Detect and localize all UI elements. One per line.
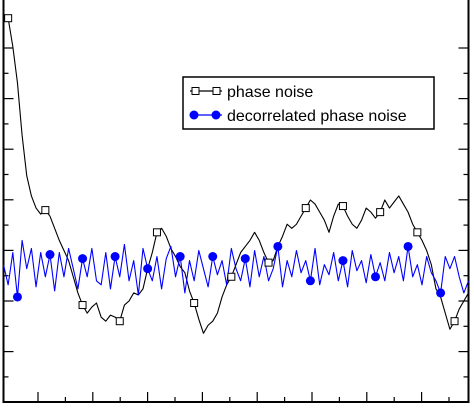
phase-noise-point (338, 202, 347, 211)
phase-noise-point (264, 258, 273, 267)
decorrelated-phase-noise-point (305, 276, 315, 286)
phase-noise-point (115, 317, 124, 326)
decorrelated-phase-noise-point (208, 252, 218, 262)
decorrelated-phase-noise-point (240, 254, 250, 264)
decorrelated-phase-noise-point (371, 272, 380, 282)
series-line-phase-noise (3, 13, 469, 334)
series-layer (2, 13, 470, 334)
decorrelated-phase-noise-point (110, 252, 120, 262)
legend-box (182, 76, 435, 130)
phase-noise-point (190, 299, 199, 308)
phase-noise-point (413, 228, 422, 237)
phase-noise-point (41, 206, 50, 215)
decorrelated-phase-noise-point (143, 264, 153, 274)
markers-layer (4, 14, 459, 326)
legend-marker-phase-noise (191, 87, 200, 95)
decorrelated-phase-noise-point (175, 252, 185, 262)
decorrelated-phase-noise-point (338, 256, 348, 266)
decorrelated-phase-noise-point (12, 292, 22, 302)
series-line-decorrelated-phase-noise (2, 239, 470, 298)
legend-marker-decorrelated-end (211, 110, 221, 120)
phase-noise-point (4, 14, 13, 23)
decorrelated-phase-noise-point (273, 241, 283, 251)
phase-noise-point (152, 228, 161, 237)
legend-marker-decorrelated (189, 110, 199, 120)
legend-label-decorrelated: decorrelated phase noise (227, 108, 407, 125)
phase-noise-point (78, 301, 87, 310)
plot-frame (2, 0, 470, 403)
phase-noise-point (450, 317, 459, 326)
decorrelated-phase-noise-point (78, 254, 88, 264)
phase-noise-point (227, 272, 236, 281)
legend-label-phase-noise: phase noise (227, 84, 313, 101)
decorrelated-phase-noise-point (403, 241, 413, 251)
decorrelated-phase-noise-point (45, 250, 55, 260)
phase-noise-point (301, 204, 310, 213)
legend: phase noise decorrelated phase noise (182, 76, 435, 130)
decorrelated-phase-noise-point (436, 288, 446, 298)
axis-ticks (3, 47, 469, 402)
legend-marker-phase-noise-end (212, 87, 221, 95)
phase-noise-point (376, 208, 385, 217)
